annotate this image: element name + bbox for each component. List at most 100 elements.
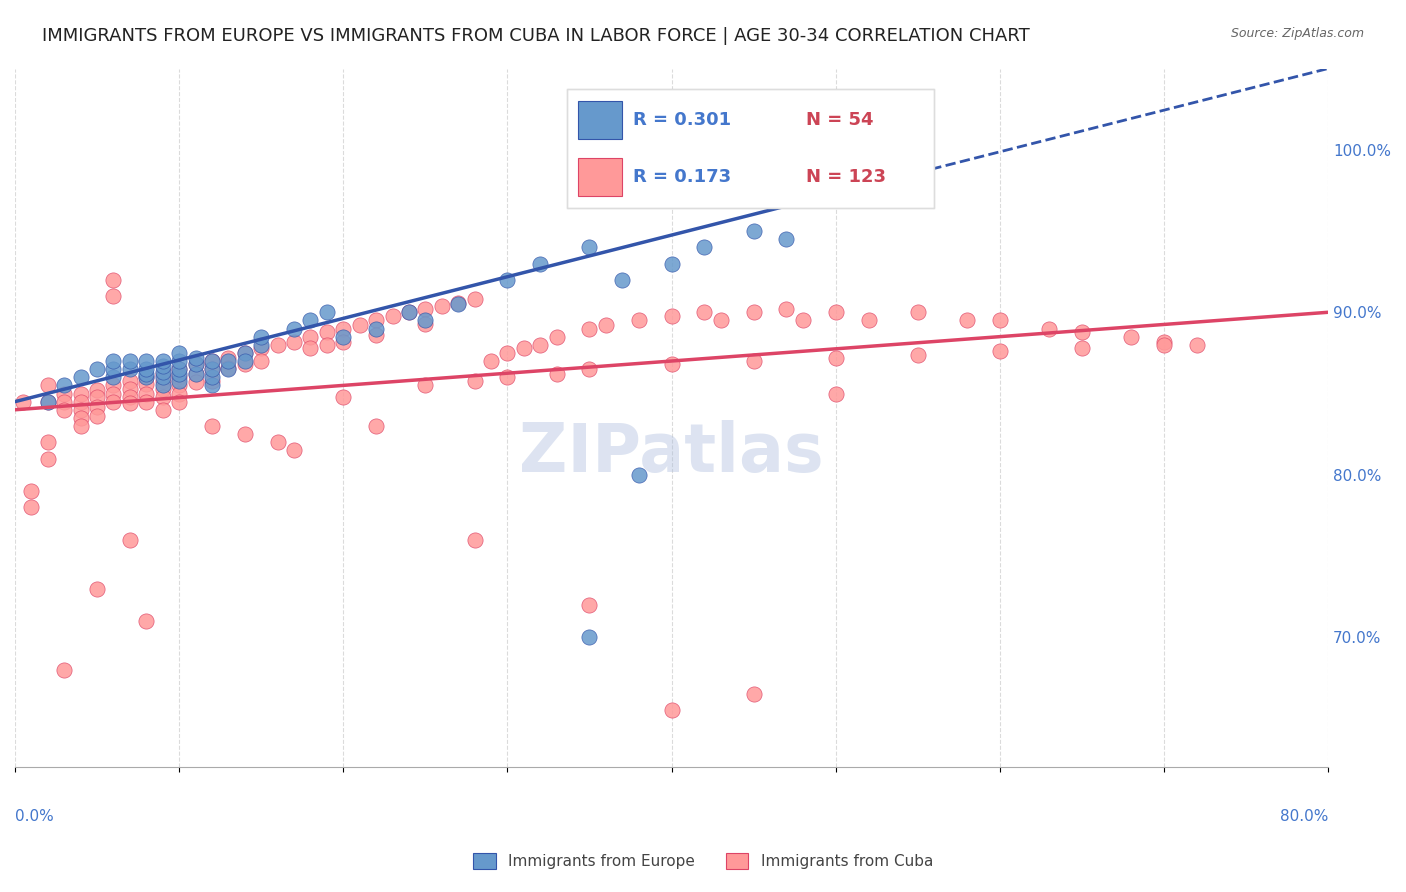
Point [201,354,224,368]
Point [37,394,59,409]
Point [578,630,600,644]
Point [299,329,322,343]
Point [742,354,765,368]
Point [742,687,765,701]
Point [167,378,190,392]
Point [233,346,256,360]
Point [37,394,59,409]
Text: IMMIGRANTS FROM EUROPE VS IMMIGRANTS FROM CUBA IN LABOR FORCE | AGE 30-34 CORREL: IMMIGRANTS FROM EUROPE VS IMMIGRANTS FRO… [42,27,1031,45]
Point [217,351,239,365]
Point [250,341,273,355]
Point [283,443,305,458]
Point [315,338,337,352]
Point [415,313,437,327]
Point [578,321,600,335]
Point [250,354,273,368]
Point [152,382,174,396]
Point [775,232,797,246]
Point [858,313,880,327]
Point [266,338,288,352]
Point [366,321,388,335]
Point [595,318,617,333]
Point [1153,334,1175,349]
Point [53,394,76,409]
Point [661,309,683,323]
Point [69,386,91,401]
Point [37,378,59,392]
Point [103,370,125,384]
Point [103,273,125,287]
Point [118,354,141,368]
Point [201,362,224,376]
Point [792,313,814,327]
Point [201,370,224,384]
Point [447,295,470,310]
Point [496,370,519,384]
Point [135,394,157,409]
Point [167,374,190,388]
Text: 0.0%: 0.0% [15,809,53,824]
Point [103,354,125,368]
Point [152,402,174,417]
Point [167,394,190,409]
Point [201,374,224,388]
Point [152,378,174,392]
Point [152,359,174,373]
Point [693,240,716,254]
Point [69,370,91,384]
Point [86,582,108,596]
Point [118,390,141,404]
Point [167,354,190,368]
Point [135,370,157,384]
Point [118,362,141,376]
Point [69,394,91,409]
Point [86,409,108,424]
Point [201,378,224,392]
Point [1071,325,1094,339]
Point [366,328,388,343]
Point [118,396,141,410]
Point [464,374,486,388]
Point [332,329,354,343]
Point [152,354,174,368]
Point [1038,321,1060,335]
Point [627,467,650,482]
Point [661,256,683,270]
Point [53,663,76,677]
Point [332,390,354,404]
Point [447,297,470,311]
Point [1071,341,1094,355]
Point [415,301,437,316]
Point [152,367,174,381]
Point [250,338,273,352]
Point [529,338,551,352]
Point [167,386,190,401]
Point [69,402,91,417]
Point [135,386,157,401]
Point [135,362,157,376]
Point [69,410,91,425]
Text: Source: ZipAtlas.com: Source: ZipAtlas.com [1230,27,1364,40]
Point [118,382,141,396]
Point [86,384,108,398]
Point [13,394,35,409]
Point [233,427,256,442]
Point [578,598,600,612]
Point [184,351,207,365]
Point [332,334,354,349]
Point [152,390,174,404]
Point [103,386,125,401]
Point [184,367,207,381]
Point [167,367,190,381]
Point [398,305,420,319]
Point [135,370,157,384]
Point [184,367,207,381]
Point [824,351,846,365]
Point [135,354,157,368]
Point [415,317,437,331]
Point [20,483,42,498]
Point [135,376,157,391]
Point [152,365,174,379]
Point [824,305,846,319]
Point [349,318,371,333]
